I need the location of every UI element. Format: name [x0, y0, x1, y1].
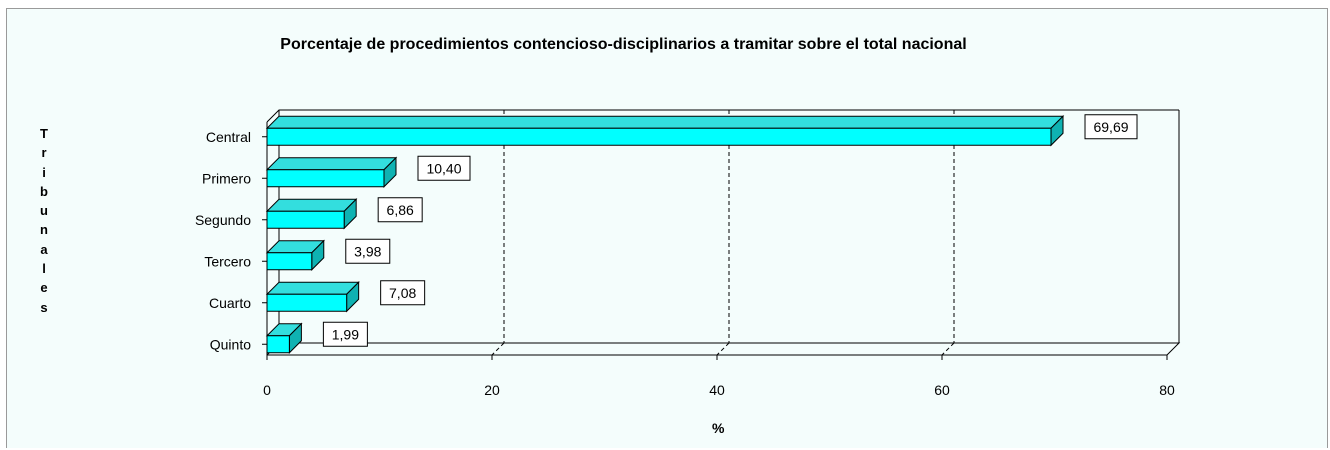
data-label-box: [417, 155, 471, 181]
bar: [266, 169, 385, 188]
x-tick-label: 0: [263, 382, 271, 398]
category-label: Cuarto: [209, 295, 251, 311]
bar: [266, 210, 345, 229]
y-axis-label-letter: u: [40, 203, 48, 219]
data-label-box: [322, 321, 368, 347]
bar-top-face: [265, 115, 1065, 129]
bar: [266, 335, 290, 354]
category-label: Central: [206, 129, 251, 145]
y-axis-label-letter: r: [41, 145, 47, 161]
gridline-floor: [716, 342, 730, 356]
bar-top-face: [265, 198, 358, 212]
y-axis-label-letter: a: [40, 241, 48, 257]
y-axis-label-letter: s: [40, 299, 48, 315]
category-label: Quinto: [210, 336, 251, 352]
bar: [266, 293, 348, 312]
data-label-box: [380, 280, 426, 306]
gridline-floor: [941, 342, 955, 356]
y-axis-label-letter: e: [40, 280, 48, 296]
data-label: 6,86: [387, 202, 414, 218]
y-axis-label-letter: n: [40, 222, 48, 238]
data-label-box: [345, 238, 391, 264]
data-label: 10,40: [426, 160, 461, 176]
bar-top-face: [265, 281, 360, 295]
y-axis-label-letter: i: [42, 164, 46, 180]
y-axis-label-letter: T: [40, 126, 48, 141]
x-tick-label: 20: [484, 382, 500, 398]
category-label: Segundo: [195, 212, 251, 228]
bar: [266, 252, 313, 271]
x-axis-label: %: [712, 420, 725, 436]
data-label: 7,08: [389, 285, 416, 301]
data-label-box: [1084, 114, 1138, 140]
bar: [266, 127, 1052, 146]
data-label: 3,98: [354, 243, 381, 259]
x-tick-label: 60: [934, 382, 950, 398]
y-axis-label-letter: b: [40, 183, 48, 199]
x-tick-label: 40: [709, 382, 725, 398]
y-axis-label-letter: l: [42, 261, 46, 277]
data-label-box: [377, 197, 423, 223]
chart-title: Porcentaje de procedimientos contencioso…: [280, 36, 967, 53]
bar-top-face: [265, 157, 398, 171]
x-tick-label: 80: [1159, 382, 1175, 398]
chart-frame: [6, 8, 1328, 448]
data-label: 1,99: [332, 326, 359, 342]
data-label: 69,69: [1093, 119, 1128, 135]
category-label: Primero: [202, 170, 251, 186]
category-label: Tercero: [204, 253, 251, 269]
gridline-floor: [491, 342, 505, 356]
